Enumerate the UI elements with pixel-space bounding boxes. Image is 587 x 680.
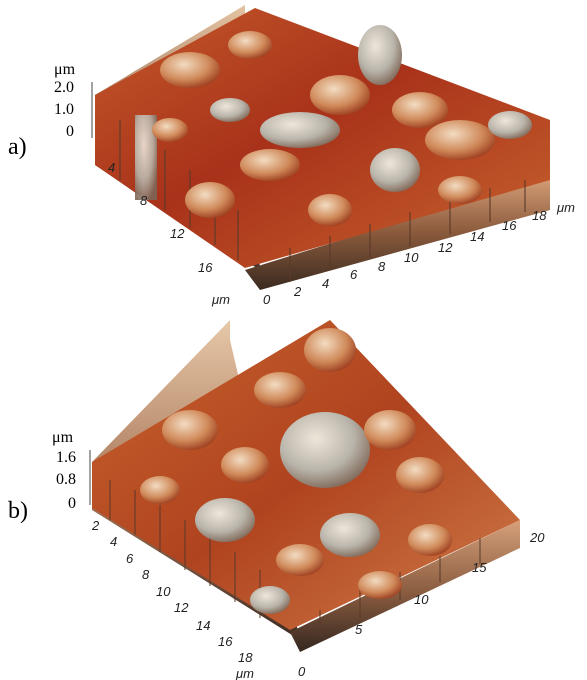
panel-b-x-tick: 5 <box>355 622 363 637</box>
panel-b-label: b) <box>8 498 28 524</box>
panel-b-y-tick: 6 <box>126 551 134 566</box>
panel-a-x-tick: 12 <box>438 240 453 255</box>
panel-b-z-tick: 1.6 <box>56 449 76 466</box>
panel-b-z-tick: 0 <box>68 495 76 512</box>
panel-a-grains <box>152 25 532 226</box>
panel-b-front-wall <box>290 520 520 652</box>
panel-a-y-tick: 8 <box>140 193 148 208</box>
panel-a-z-unit: μm <box>54 61 76 78</box>
panel-a-y-tick: 4 <box>108 160 115 175</box>
panel-a-y-tick: 12 <box>170 226 185 241</box>
panel-b: 2 4 6 8 10 12 14 16 18 μm 0 5 10 15 20 μ… <box>0 320 587 680</box>
panel-b-y-tick: 8 <box>142 567 150 582</box>
panel-b-x-tick: 0 <box>298 664 306 679</box>
panel-b-surface-plot: 2 4 6 8 10 12 14 16 18 μm 0 5 10 15 20 <box>89 320 545 680</box>
panel-a: 4 8 12 16 μm 0 2 4 6 8 10 12 14 16 18 μm… <box>8 5 575 307</box>
panel-b-y-tick: 14 <box>196 618 210 633</box>
panel-a-front-wall <box>245 175 550 290</box>
panel-a-z-tick: 0 <box>66 123 74 140</box>
panel-a-y-unit: μm <box>211 292 230 307</box>
panel-a-x-tick: 14 <box>470 229 484 244</box>
panel-a-label: a) <box>8 134 27 160</box>
panel-a-surface-plot: 4 8 12 16 μm 0 2 4 6 8 10 12 14 16 18 μm <box>91 5 575 307</box>
panel-a-x-tick: 8 <box>378 259 386 274</box>
panel-b-grains <box>140 328 452 614</box>
panel-a-x-tick: 18 <box>532 208 547 223</box>
panel-a-x-tick: 10 <box>404 250 419 265</box>
panel-a-grey-pillar <box>135 115 157 200</box>
panel-a-z-tick: 1.0 <box>54 101 74 118</box>
panel-b-y-tick: 10 <box>156 584 171 599</box>
panel-a-x-tick: 2 <box>293 284 302 299</box>
panel-b-y-tick: 12 <box>174 600 189 615</box>
panel-a-z-tick: 2.0 <box>54 79 74 96</box>
panel-a-x-tick: 6 <box>350 267 358 282</box>
panel-b-y-tick: 2 <box>91 518 100 533</box>
panel-a-x-tick: 0 <box>263 292 271 307</box>
panel-b-x-tick: 15 <box>472 560 487 575</box>
panel-a-y-tick: 16 <box>198 260 213 275</box>
panel-b-x-tick: 20 <box>529 530 545 545</box>
panel-b-x-tick: 10 <box>414 592 429 607</box>
panel-b-z-unit: μm <box>52 429 74 446</box>
panel-b-x-unit: μm <box>235 666 254 680</box>
panel-a-x-tick: 4 <box>322 276 329 291</box>
panel-b-y-tick: 16 <box>218 634 233 649</box>
panel-a-x-tick: 16 <box>502 218 517 233</box>
panel-b-y-tick: 18 <box>238 650 253 665</box>
panel-b-z-tick: 0.8 <box>56 471 76 488</box>
panel-a-x-unit: μm <box>556 200 575 215</box>
panel-b-y-tick: 4 <box>110 534 117 549</box>
